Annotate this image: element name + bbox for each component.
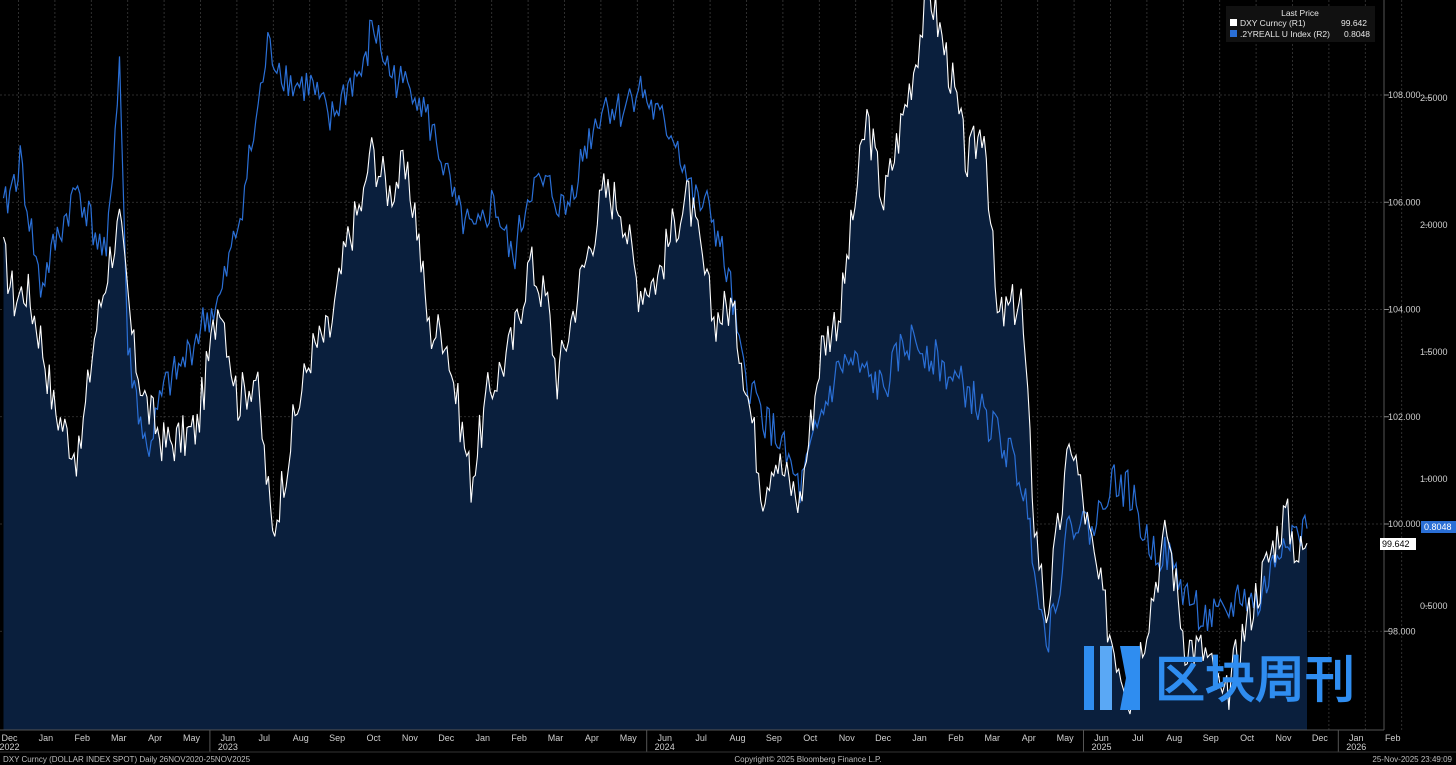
- x-month-label: Oct: [1240, 733, 1255, 743]
- x-month-label: Jan: [912, 733, 927, 743]
- legend-box: [1226, 6, 1375, 42]
- x-month-label: Jul: [1132, 733, 1144, 743]
- last-label-r1: 99.642: [1382, 539, 1410, 549]
- x-axis: Dec Jan Feb Mar Apr May Jun Jul Aug Sep Oct Nov Dec J…: [0, 729, 1401, 752]
- x-month-label: Apr: [148, 733, 162, 743]
- x-month-label: Feb: [511, 733, 527, 743]
- x-month-label: Nov: [839, 733, 856, 743]
- x-month-label: Apr: [1022, 733, 1036, 743]
- x-month-label: Dec: [1312, 733, 1329, 743]
- watermark-bar-3: [1120, 646, 1140, 710]
- x-month-label: Jan: [39, 733, 54, 743]
- last-value-labels: 0.8048 99.642: [1380, 521, 1456, 550]
- x-month-label: May: [620, 733, 638, 743]
- watermark-text: 区块周刊: [1155, 651, 1355, 709]
- legend-label-realyield: .2YREALL U Index (R2): [1240, 29, 1330, 39]
- x-month-label: Aug: [729, 733, 745, 743]
- legend-swatch-realyield: [1230, 30, 1237, 37]
- x-year-label: 2023: [218, 742, 238, 752]
- y-axis-right: 98.000 100.000 102.000 104.000 106.000 108.00…: [1383, 0, 1448, 730]
- y1-tick-label: 108.000: [1388, 90, 1421, 100]
- x-month-label: Jun: [1094, 733, 1109, 743]
- dxy-area: [3, 0, 1307, 730]
- x-month-label: Jul: [695, 733, 707, 743]
- footer-center: Copyright© 2025 Bloomberg Finance L.P.: [734, 755, 881, 764]
- y1-tick-label: 100.000: [1388, 519, 1421, 529]
- watermark-bar-1: [1084, 646, 1094, 710]
- x-month-label: Aug: [293, 733, 309, 743]
- x-month-label: Dec: [438, 733, 455, 743]
- series-lines: [2, 0, 1308, 715]
- legend-value-dxy: 99.642: [1341, 18, 1367, 28]
- x-month-label: Aug: [1166, 733, 1182, 743]
- footer-left: DXY Curncy (DOLLAR INDEX SPOT) Daily 26N…: [3, 755, 251, 764]
- legend-swatch-dxy: [1230, 19, 1237, 26]
- x-month-label: May: [183, 733, 201, 743]
- legend-label-dxy: DXY Curncy (R1): [1240, 18, 1306, 28]
- x-month-label: Feb: [1385, 733, 1401, 743]
- y2-tick-label: 0.5000: [1420, 601, 1448, 611]
- x-month-label: Nov: [402, 733, 419, 743]
- x-month-label: Jun: [221, 733, 236, 743]
- x-year-label: 2025: [1091, 742, 1111, 752]
- x-month-label: Jan: [1349, 733, 1364, 743]
- watermark-bar-2: [1100, 646, 1112, 710]
- footer-right: 25-Nov-2025 23:49:09: [1372, 755, 1452, 764]
- x-month-label: Apr: [585, 733, 599, 743]
- y2-tick-label: 2.0000: [1420, 220, 1448, 230]
- x-month-label: Jan: [475, 733, 490, 743]
- last-label-r1-box: [1380, 538, 1416, 550]
- x-month-label: Sep: [1203, 733, 1219, 743]
- footer: DXY Curncy (DOLLAR INDEX SPOT) Daily 26N…: [0, 751, 1456, 764]
- realyield-line: [2, 19, 1308, 653]
- y1-tick-label: 104.000: [1388, 305, 1421, 315]
- x-month-label: Oct: [803, 733, 818, 743]
- x-year-label: 2022: [0, 742, 20, 752]
- legend-value-realyield: 0.8048: [1344, 29, 1370, 39]
- dxy-area-fill: [3, 0, 1307, 730]
- last-label-r2-box: [1421, 521, 1456, 533]
- last-label-r2: 0.8048: [1424, 522, 1452, 532]
- x-year-label: 2024: [655, 742, 675, 752]
- dxy-line: [2, 0, 1308, 715]
- x-month-label: Jul: [259, 733, 271, 743]
- x-month-label: Mar: [548, 733, 564, 743]
- x-month-label: Nov: [1275, 733, 1292, 743]
- y2-tick-label: 2.5000: [1420, 93, 1448, 103]
- x-month-label: Jun: [657, 733, 672, 743]
- x-year-label: 2026: [1346, 742, 1366, 752]
- x-month-label: Dec: [875, 733, 892, 743]
- x-month-label: Feb: [75, 733, 91, 743]
- y1-tick-label: 106.000: [1388, 197, 1421, 207]
- x-month-label: Dec: [1, 733, 18, 743]
- y2-tick-label: 1.5000: [1420, 347, 1448, 357]
- legend-header: Last Price: [1281, 8, 1319, 18]
- y1-tick-label: 98.000: [1388, 626, 1416, 636]
- y1-tick-label: 102.000: [1388, 412, 1421, 422]
- legend: Last Price DXY Curncy (R1) 99.642 .2YREA…: [1226, 6, 1375, 42]
- x-month-label: Sep: [766, 733, 782, 743]
- watermark: 区块周刊: [1084, 646, 1355, 710]
- y2-tick-label: 1.0000: [1420, 474, 1448, 484]
- x-month-label: Feb: [948, 733, 964, 743]
- x-month-label: Sep: [329, 733, 345, 743]
- x-month-label: May: [1057, 733, 1075, 743]
- x-month-label: Oct: [366, 733, 381, 743]
- x-month-label: Mar: [985, 733, 1001, 743]
- x-month-label: Mar: [111, 733, 127, 743]
